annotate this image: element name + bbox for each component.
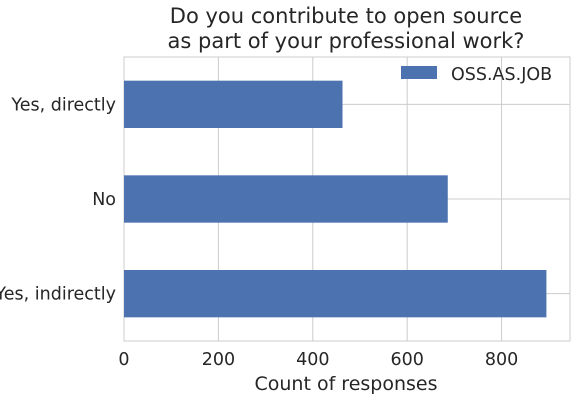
bar-no [124, 175, 448, 222]
y-tick-labels: Yes, directly No Yes, indirectly [0, 95, 116, 304]
legend-label: OSS.AS.JOB [451, 65, 552, 85]
x-tick-labels: 0 200 400 600 800 [118, 350, 518, 370]
x-tick-label: 0 [118, 350, 129, 370]
x-tick-label: 800 [485, 350, 518, 370]
bar-yes-indirectly [124, 270, 546, 317]
x-tick-label: 600 [390, 350, 423, 370]
x-tick-label: 200 [202, 350, 235, 370]
y-tick-label: Yes, indirectly [0, 285, 116, 305]
chart-title-line-1: Do you contribute to open source [170, 4, 522, 28]
legend-swatch [401, 66, 437, 79]
chart-title-line-2: as part of your professional work? [168, 29, 525, 53]
x-tick-label: 400 [296, 350, 329, 370]
y-tick-label: Yes, directly [10, 95, 116, 115]
bar-yes-directly [124, 81, 343, 128]
x-axis-label: Count of responses [254, 373, 437, 395]
y-tick-label: No [92, 190, 116, 210]
